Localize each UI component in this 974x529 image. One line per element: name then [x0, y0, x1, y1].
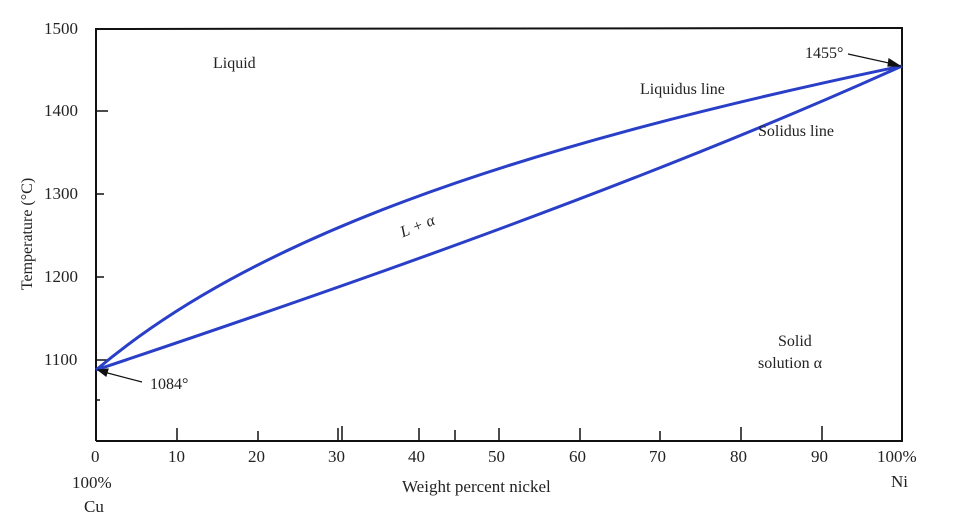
y-tick-1200: 1200 [44, 267, 78, 286]
x-tick-0: 0 [91, 447, 100, 466]
arrow-1084 [96, 368, 143, 383]
y-axis-label: Temperature (°C) [19, 177, 36, 291]
y-tick-1400: 1400 [44, 101, 78, 120]
x-tick-40: 40 [408, 447, 425, 466]
arrow-1455 [847, 53, 903, 67]
x-tick-90: 90 [811, 447, 828, 466]
x-tick-50: 50 [488, 447, 505, 466]
ni-label: Ni [891, 472, 908, 491]
cu-percent-label: 100% [72, 473, 112, 492]
x-ticks [176, 426, 823, 441]
x-tick-20: 20 [248, 447, 265, 466]
liquidus-line-label: Liquidus line [640, 81, 725, 98]
y-tick-1100: 1100 [44, 350, 78, 369]
axes-frame [95, 26, 903, 442]
x-tick-60: 60 [569, 447, 586, 466]
cu-label: Cu [84, 497, 104, 516]
x-tick-70: 70 [649, 447, 666, 466]
liquidus-curve [95, 64, 903, 372]
solidus-curve [95, 64, 903, 372]
solidus-line-label: Solidus line [758, 123, 835, 140]
x-tick-80: 80 [730, 447, 747, 466]
y-tick-1300: 1300 [44, 184, 78, 203]
x-tick-100: 100% [877, 447, 917, 466]
x-axis-label: Weight percent nickel [402, 477, 551, 496]
x-tick-10: 10 [168, 447, 185, 466]
liquid-region-label: Liquid [213, 55, 256, 72]
solid-label: Solid [778, 333, 812, 350]
cu-melting-point-label: 1084° [150, 376, 189, 393]
ni-melting-point-label: 1455° [805, 45, 844, 62]
solid-solution-label: solution α [758, 355, 822, 372]
y-tick-1500: 1500 [44, 19, 78, 38]
y-ticks [96, 110, 108, 401]
x-tick-30: 30 [328, 447, 345, 466]
